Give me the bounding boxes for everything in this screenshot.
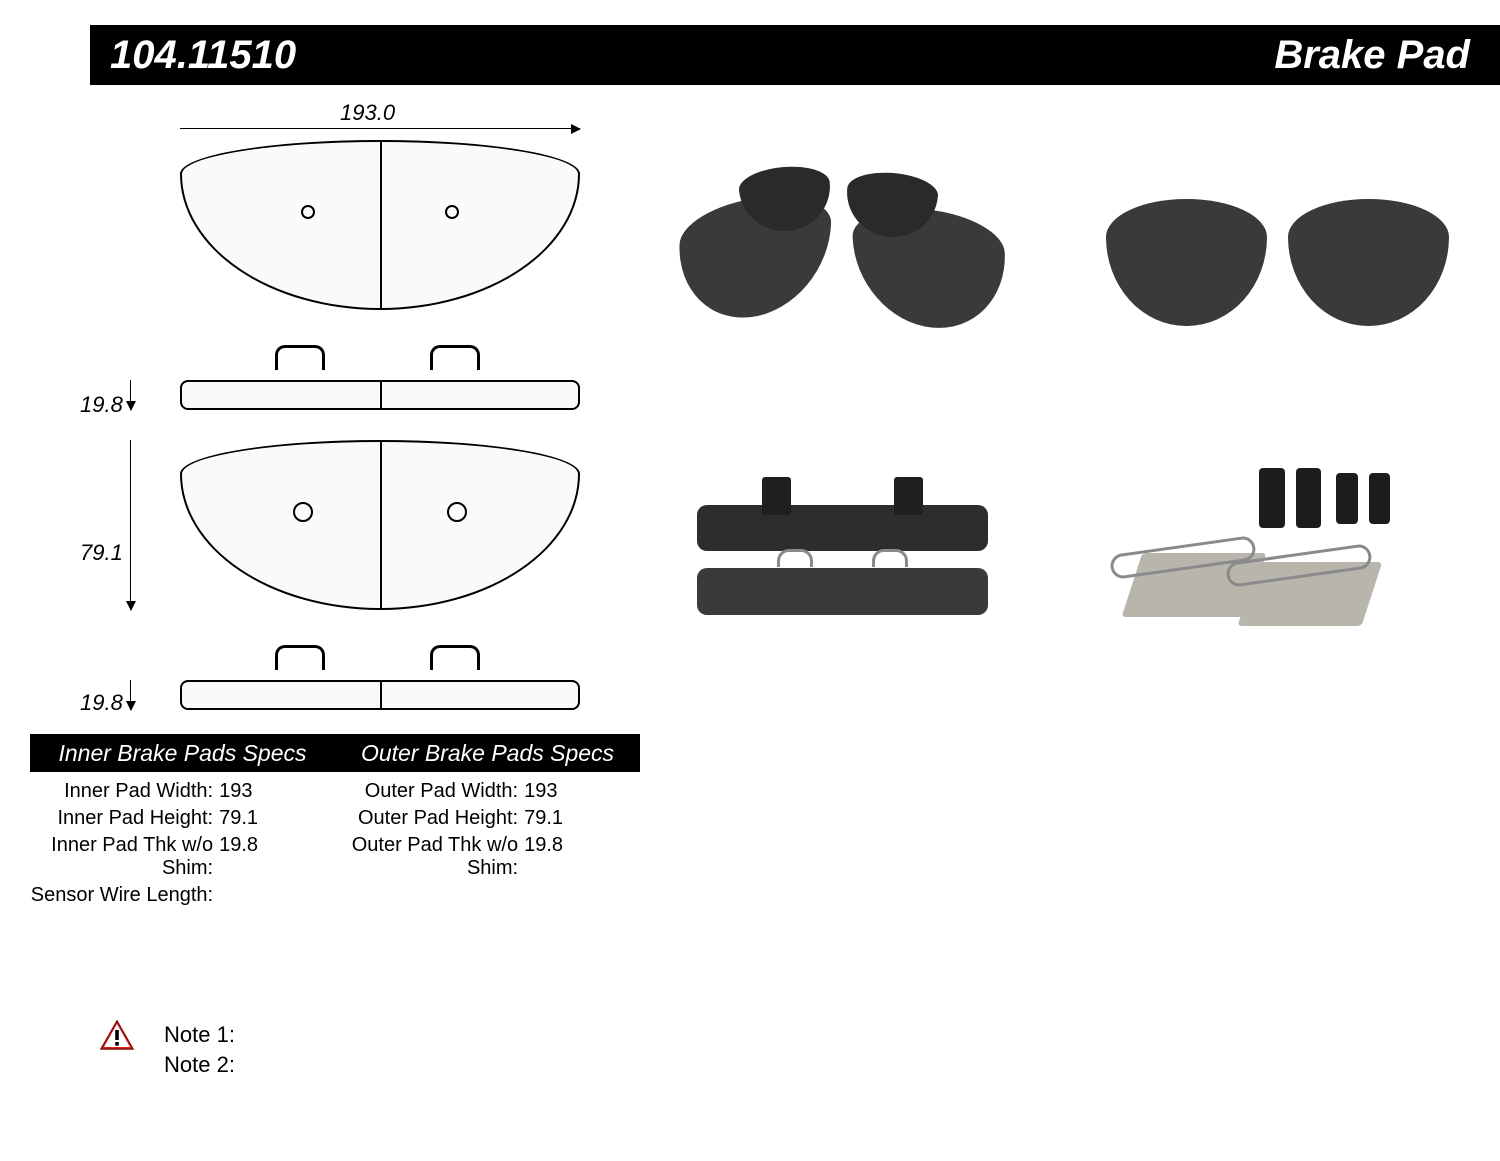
inner-pad-face-drawing — [180, 440, 580, 610]
spec-label: Inner Pad Height: — [30, 807, 219, 830]
thickness-top-label: 19.8 — [80, 392, 123, 418]
spec-row: Inner Pad Height: 79.1 — [30, 807, 335, 830]
specs-header-row: Inner Brake Pads Specs Outer Brake Pads … — [30, 734, 640, 772]
pad-split-line — [380, 682, 382, 708]
notes-text: Note 1: Note 2: — [164, 1020, 235, 1079]
spec-row: Outer Pad Width: 193 — [335, 780, 640, 803]
spec-label: Sensor Wire Length: — [30, 884, 219, 907]
note2-label: Note 2: — [164, 1052, 235, 1077]
product-photo-angled — [640, 130, 1045, 395]
note-row: Note 1: — [164, 1020, 235, 1050]
pad-sensor-icon — [293, 502, 313, 522]
product-photo-stacked — [640, 425, 1045, 690]
part-type: Brake Pad — [1274, 33, 1470, 78]
pad-split-line — [380, 142, 382, 308]
height-dimension-label: 79.1 — [80, 540, 123, 566]
spec-value: 193 — [219, 780, 335, 803]
header-bar: 104.11510 Brake Pad — [90, 25, 1500, 85]
technical-diagram: 193.0 19.8 79.1 19.8 — [60, 100, 620, 720]
clip-drawing — [430, 645, 480, 670]
spec-label: Outer Pad Width: — [335, 780, 524, 803]
thickness-dimension-line — [130, 680, 131, 710]
spec-value: 79.1 — [219, 807, 335, 830]
spec-row: Sensor Wire Length: — [30, 884, 335, 907]
specs-body: Inner Pad Width: 193 Inner Pad Height: 7… — [30, 772, 640, 907]
spec-value: 79.1 — [524, 807, 640, 830]
outer-specs-title: Outer Brake Pads Specs — [335, 734, 640, 772]
width-dimension-label: 193.0 — [340, 100, 395, 126]
spec-value: 19.8 — [219, 834, 335, 880]
note-row: Note 2: — [164, 1050, 235, 1080]
pad-hole-icon — [301, 205, 315, 219]
notes-section: Note 1: Note 2: — [100, 1020, 235, 1079]
thickness-dimension-line — [130, 380, 131, 410]
inner-specs-column: Inner Pad Width: 193 Inner Pad Height: 7… — [30, 780, 335, 907]
spec-label: Outer Pad Height: — [335, 807, 524, 830]
product-photo-grid — [640, 130, 1480, 690]
width-dimension-line — [180, 128, 580, 129]
spec-value: 19.8 — [524, 834, 640, 880]
pad-sensor-icon — [447, 502, 467, 522]
spec-row: Outer Pad Height: 79.1 — [335, 807, 640, 830]
spec-row: Outer Pad Thk w/o Shim: 19.8 — [335, 834, 640, 880]
spec-label: Inner Pad Width: — [30, 780, 219, 803]
product-photo-front — [1075, 130, 1480, 395]
spec-row: Inner Pad Width: 193 — [30, 780, 335, 803]
warning-icon — [100, 1020, 134, 1050]
clip-drawing — [275, 345, 325, 370]
spec-row: Inner Pad Thk w/o Shim: 19.8 — [30, 834, 335, 880]
inner-specs-title: Inner Brake Pads Specs — [30, 734, 335, 772]
pad-split-line — [380, 382, 382, 408]
note1-label: Note 1: — [164, 1022, 235, 1047]
specs-table: Inner Brake Pads Specs Outer Brake Pads … — [30, 734, 640, 907]
pad-hole-icon — [445, 205, 459, 219]
outer-specs-column: Outer Pad Width: 193 Outer Pad Height: 7… — [335, 780, 640, 907]
clip-drawing — [430, 345, 480, 370]
spec-label: Outer Pad Thk w/o Shim: — [335, 834, 524, 880]
pad-edge-top-drawing — [180, 380, 580, 410]
spec-label: Inner Pad Thk w/o Shim: — [30, 834, 219, 880]
spec-value — [219, 884, 335, 907]
height-dimension-line — [130, 440, 131, 610]
pad-edge-bottom-drawing — [180, 680, 580, 710]
thickness-bottom-label: 19.8 — [80, 690, 123, 716]
product-photo-hardware — [1075, 425, 1480, 690]
spec-value: 193 — [524, 780, 640, 803]
outer-pad-face-drawing — [180, 140, 580, 310]
pad-split-line — [380, 442, 382, 608]
clip-drawing — [275, 645, 325, 670]
part-number: 104.11510 — [110, 33, 296, 78]
